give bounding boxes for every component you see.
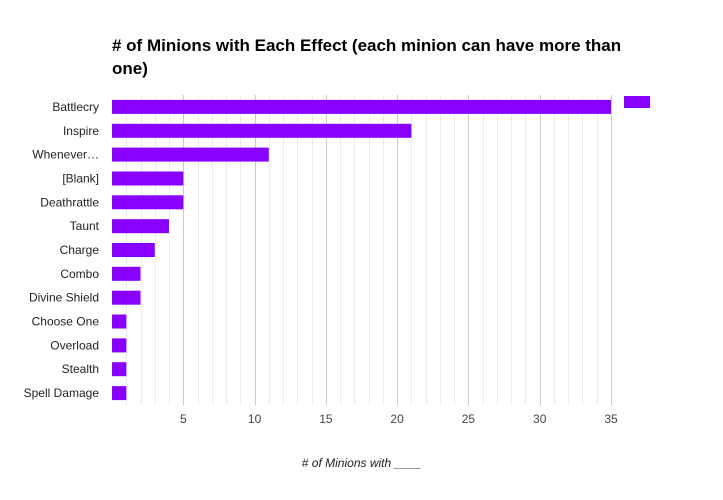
category-label: [Blank] [62,172,99,186]
category-label: Combo [60,267,99,281]
x-tick-label: 25 [462,412,476,426]
x-tick-label: 15 [319,412,333,426]
category-label: Spell Damage [24,386,100,400]
category-label: Divine Shield [29,291,99,305]
x-axis-label: # of Minions with ____ [301,456,422,470]
bar[interactable] [112,243,155,257]
chart-title: # of Minions with Each Effect (each mini… [112,36,622,78]
bar[interactable] [112,266,141,281]
grid-lines [126,95,612,405]
bar[interactable] [112,290,141,305]
x-tick-label: 5 [180,412,187,426]
bar[interactable] [112,314,127,329]
bars [112,99,611,401]
category-label: Overload [50,338,99,352]
x-tick-labels: 5 10 15 20 25 30 35 [180,412,618,426]
category-label: Charge [60,243,100,257]
bar[interactable] [112,99,611,114]
bar[interactable] [112,123,412,138]
category-label: Deathrattle [40,195,99,209]
category-labels: Battlecry Inspire Whenever… [Blank] Deathrat… [24,100,100,400]
category-label: Choose One [32,315,100,329]
category-label: Battlecry [52,100,99,114]
x-tick-label: 20 [390,412,404,426]
x-tick-label: 30 [533,412,547,426]
bar[interactable] [112,362,127,377]
legend[interactable] [624,96,650,108]
x-tick-label: 35 [604,412,618,426]
x-tick-label: 10 [248,412,262,426]
bar[interactable] [112,195,184,210]
bar[interactable] [112,147,269,162]
category-label: Inspire [63,124,99,138]
bar[interactable] [112,386,127,401]
legend-swatch[interactable] [624,96,650,108]
bar[interactable] [112,338,127,353]
category-label: Stealth [62,362,99,376]
bar[interactable] [112,219,169,234]
category-label: Taunt [70,219,100,233]
bar[interactable] [112,171,184,186]
category-label: Whenever… [32,148,99,162]
